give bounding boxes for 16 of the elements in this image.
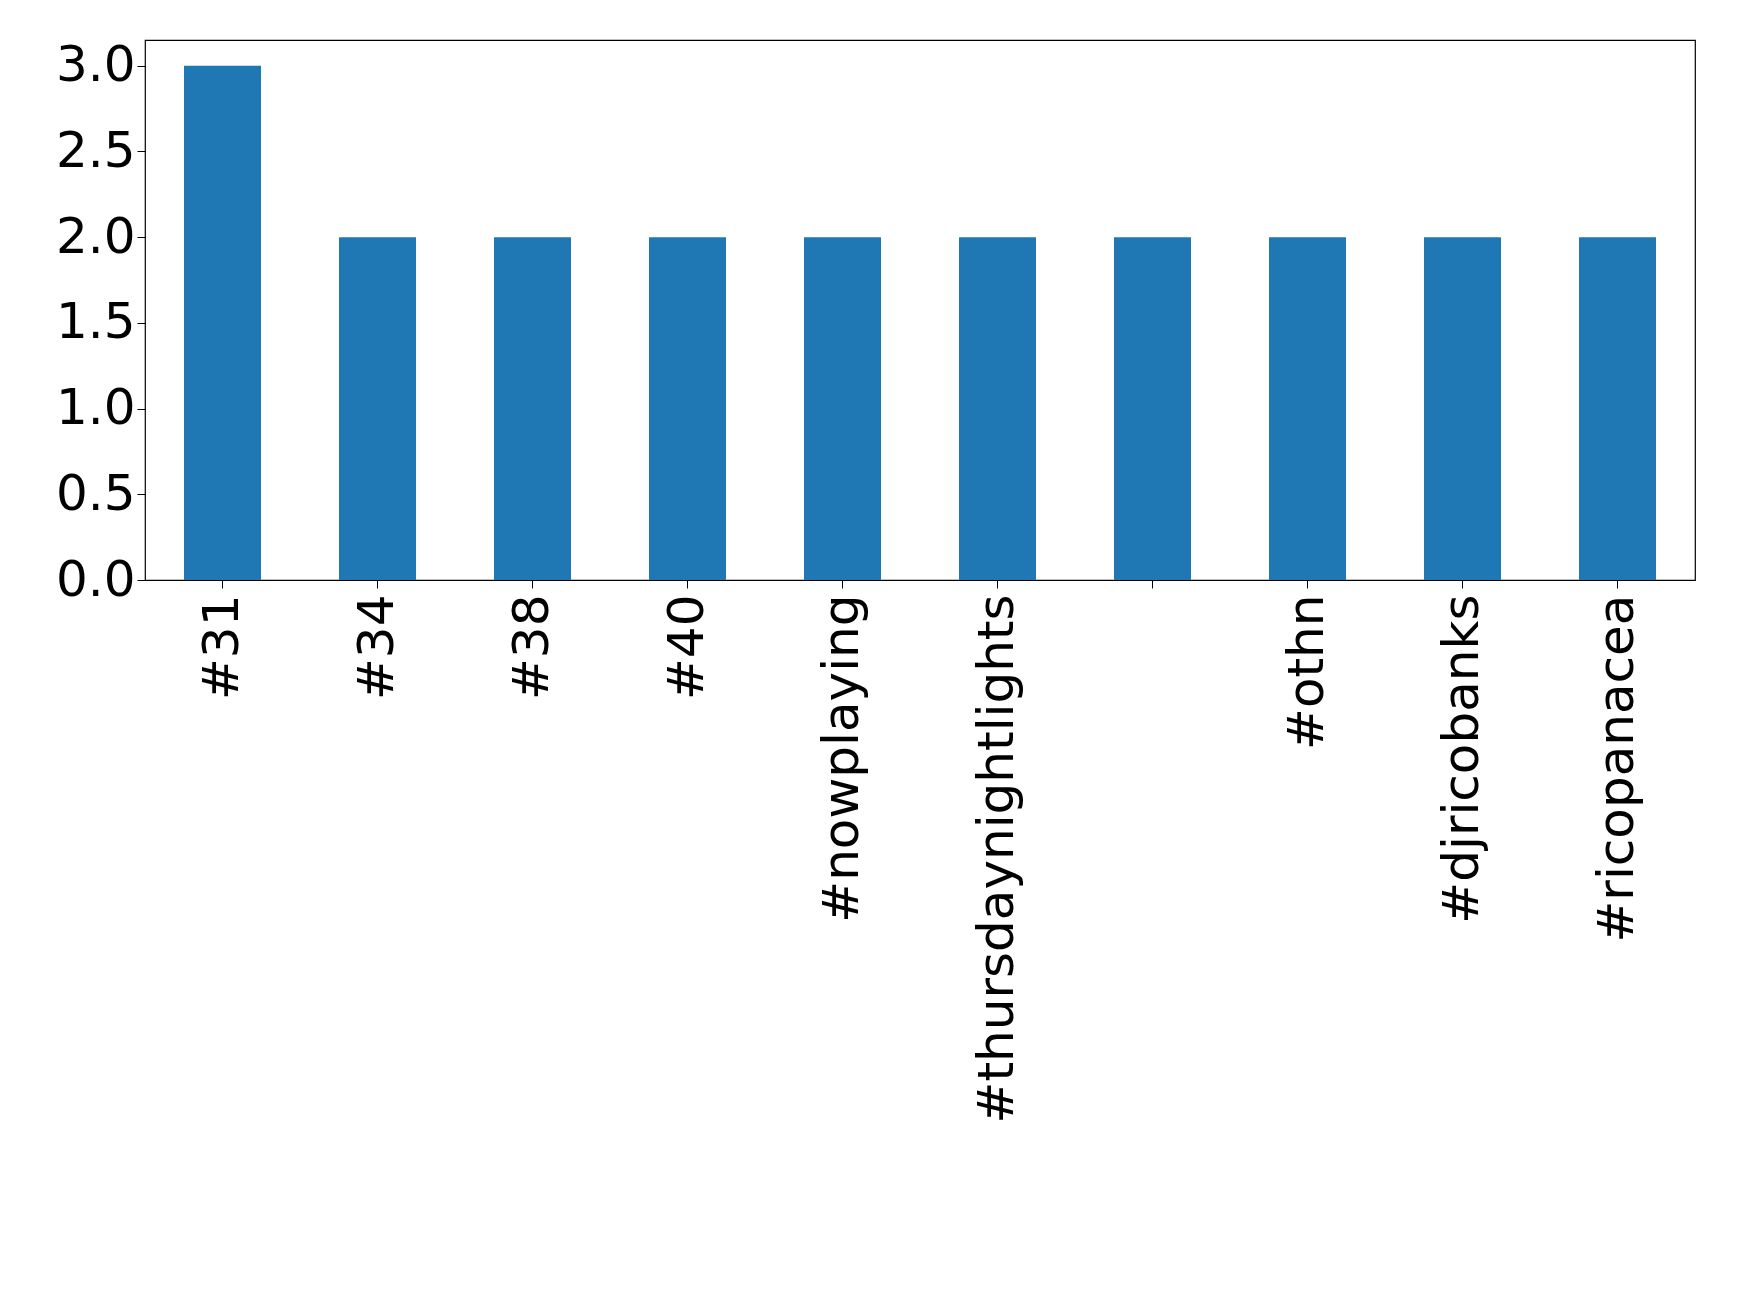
x-tick-label: #djricobanks xyxy=(1431,594,1490,924)
y-tick-label: 1.5 xyxy=(55,292,136,351)
x-tick-label: #38 xyxy=(501,594,560,701)
x-tick-label: #othn xyxy=(1276,594,1335,750)
x-tick-label: #thursdaynightlights xyxy=(966,594,1025,1124)
y-tick-label: 1.0 xyxy=(55,378,136,437)
x-tick-label: #31 xyxy=(191,594,250,701)
y-tick-label: 2.5 xyxy=(55,120,136,179)
x-tick-label: #34 xyxy=(346,594,405,701)
y-tick-label: 3.0 xyxy=(55,35,136,94)
x-tick-label: #ricopanacea xyxy=(1586,594,1645,943)
y-tick-label: 2.0 xyxy=(55,206,136,265)
y-tick-label: 0.0 xyxy=(55,549,136,608)
x-tick-label: #nowplaying xyxy=(811,594,870,923)
y-tick-label: 0.5 xyxy=(55,463,136,522)
x-tick-label: #40 xyxy=(656,594,715,701)
